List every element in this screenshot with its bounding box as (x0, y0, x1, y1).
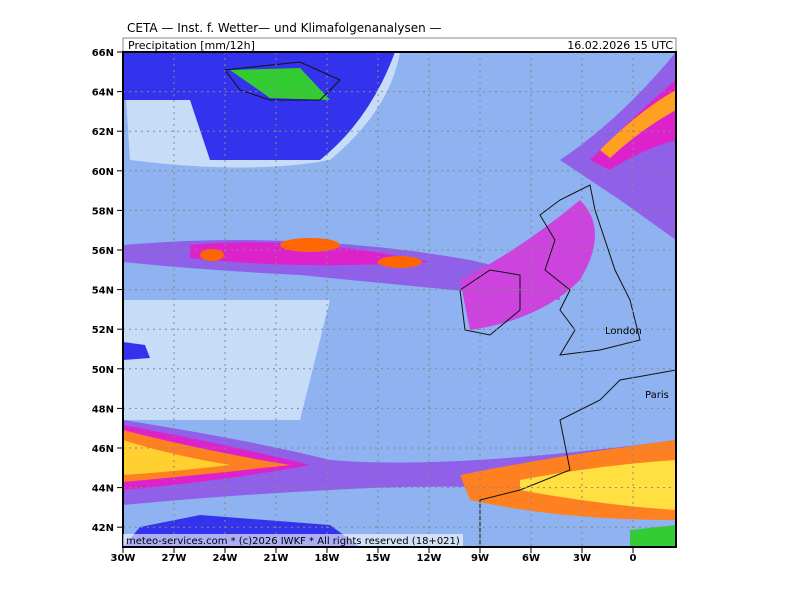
lat-label: 54N (92, 286, 114, 297)
place-label: Paris (645, 390, 669, 401)
lat-label: 60N (92, 167, 114, 178)
footer: meteo-services.com * (c)2026 IWKF * All … (126, 536, 460, 547)
lat-label: 56N (92, 246, 114, 257)
lon-label: 24W (213, 553, 238, 564)
lon-label: 27W (162, 553, 187, 564)
footer-bg (123, 534, 463, 546)
precip-field (123, 52, 676, 547)
lon-label: 30W (111, 553, 136, 564)
place-label: London (605, 326, 642, 337)
source-title: CETA — Inst. f. Wetter— und Klimafolgena… (127, 21, 442, 35)
lat-label: 46N (92, 444, 114, 455)
lon-label: 12W (417, 553, 442, 564)
lat-label: 52N (92, 325, 114, 336)
lat-label: 58N (92, 206, 114, 217)
lat-label: 66N (92, 48, 114, 59)
lat-label: 42N (92, 523, 114, 534)
lon-label: 18W (315, 553, 340, 564)
lat-label: 50N (92, 365, 114, 376)
lon-label: 0 (630, 553, 637, 564)
lat-label: 44N (92, 484, 114, 495)
valid-time: 16.02.2026 15 UTC (567, 39, 673, 52)
map-frame (122, 51, 677, 548)
lat-label: 62N (92, 127, 114, 138)
graticule (117, 51, 676, 553)
lat-label: 64N (92, 88, 114, 99)
lon-label: 3W (573, 553, 591, 564)
lon-label: 21W (264, 553, 289, 564)
lon-label: 6W (522, 553, 540, 564)
lon-label: 9W (471, 553, 489, 564)
coastlines (224, 61, 676, 547)
product-title: Precipitation [mm/12h] (128, 39, 255, 52)
lat-label: 48N (92, 404, 114, 415)
lon-label: 15W (366, 553, 391, 564)
